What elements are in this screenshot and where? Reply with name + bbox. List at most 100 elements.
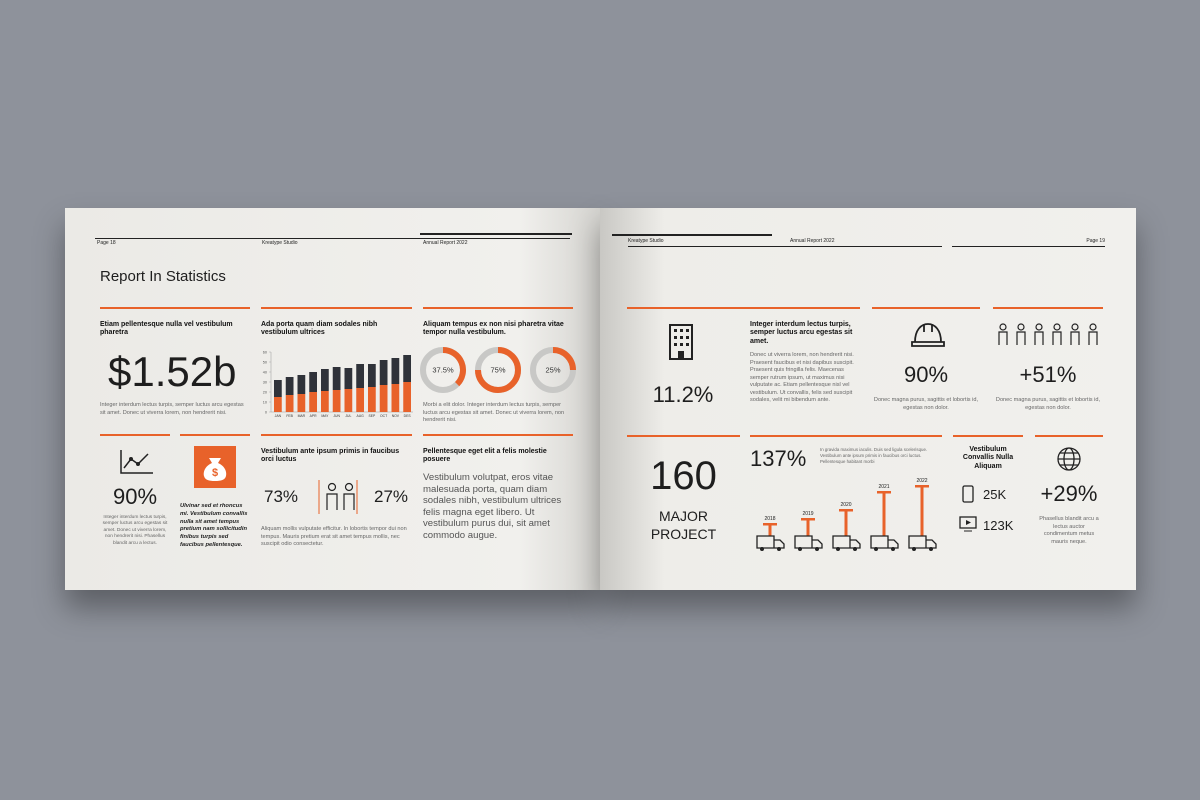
- figure: 27%: [374, 487, 409, 506]
- left-page: [65, 208, 600, 590]
- wheel: [891, 547, 895, 551]
- t-bar: [920, 485, 924, 536]
- x-tick-label: FEB: [286, 414, 293, 418]
- header-rule: [420, 233, 572, 235]
- donut-label: 37.5%: [432, 366, 454, 375]
- heading: Vestibulum Convallis Nulla Aliquam: [962, 446, 1014, 470]
- globe-icon: [1057, 447, 1081, 471]
- brand: Kreatype Studio: [628, 238, 664, 244]
- label: MAJOR: [659, 508, 708, 524]
- bar: [344, 368, 353, 389]
- people-row-icon: [998, 323, 1098, 345]
- header-rule: [952, 246, 1105, 247]
- bar: [309, 372, 318, 392]
- donut-label: 25%: [545, 366, 560, 375]
- heading: Pellentesque eget elit a felis molestie …: [423, 448, 547, 464]
- page-number: Page 18: [97, 240, 116, 246]
- rule: [953, 435, 1023, 437]
- heading: Integer interdum lectus turpis, semper l…: [750, 321, 853, 345]
- year-label: 2019: [802, 511, 813, 517]
- truck: [908, 535, 937, 549]
- truck: [870, 535, 899, 549]
- donut-arc: [475, 347, 521, 393]
- body: Morbi a elit dolor. Integer interdum lec…: [423, 402, 565, 424]
- year-label: 2018: [764, 516, 775, 522]
- rule: [627, 307, 860, 309]
- helmet-icon: [911, 323, 945, 347]
- donut-arc: [442, 347, 466, 387]
- header-rule: [628, 246, 942, 247]
- rule: [750, 435, 942, 437]
- bar: [356, 364, 365, 388]
- heading: Etiam pellentesque nulla vel vestibulum …: [100, 321, 233, 337]
- body: Vestibulum volutpat, eros vitae malesuad…: [423, 472, 562, 541]
- t-bar: [768, 523, 772, 536]
- x-tick-label: DES: [404, 414, 412, 418]
- t-bar: [844, 509, 848, 536]
- bar: [273, 380, 282, 397]
- bar: [356, 388, 365, 412]
- x-tick-label: MAR: [298, 414, 306, 418]
- page-title: Report In Statistics: [100, 268, 226, 285]
- figure: 90%: [903, 362, 949, 387]
- wheel: [815, 547, 819, 551]
- bar: [403, 382, 412, 412]
- year-label: 2020: [840, 502, 851, 508]
- figure: 90%: [112, 484, 158, 509]
- wheel: [777, 547, 781, 551]
- donut-chart: 37.5% 75% 25%: [420, 347, 576, 393]
- rule: [423, 307, 573, 309]
- figure: 160: [650, 454, 717, 498]
- bar: [379, 360, 388, 385]
- x-tick-label: JUN: [333, 414, 340, 418]
- x-tick-label: AUG: [356, 414, 364, 418]
- y-tick-label: 30: [263, 380, 267, 384]
- building-icon: [669, 324, 693, 360]
- wheel: [929, 547, 933, 551]
- brand: Kreatype Studio: [262, 240, 298, 246]
- truck-chart: 2018 2019 2020 2021 2022: [756, 478, 937, 551]
- bar: [391, 384, 400, 412]
- body: Integer interdum lectus turpis, semper l…: [100, 402, 244, 416]
- figure: $1.52b: [108, 348, 237, 395]
- label: PROJECT: [650, 526, 717, 542]
- rule: [180, 434, 250, 436]
- bar: [344, 389, 353, 412]
- y-tick-label: 50: [263, 360, 267, 364]
- stat: 25K: [983, 487, 1007, 502]
- header-rule: [95, 238, 570, 239]
- page-number: Page 19: [1086, 238, 1105, 244]
- rule: [872, 307, 980, 309]
- rule: [1035, 435, 1103, 437]
- x-tick-label: MAY: [321, 414, 329, 418]
- heading: Ada porta quam diam sodales nibh vestibu…: [261, 321, 378, 337]
- x-tick-label: APR: [310, 414, 318, 418]
- wheel: [874, 547, 878, 551]
- rule: [261, 434, 412, 436]
- t-bar: [882, 491, 886, 536]
- chart-icon: [120, 450, 153, 474]
- bar: [320, 369, 329, 391]
- figure: +51%: [1019, 362, 1077, 387]
- bar: [403, 355, 412, 382]
- x-tick-label: NOV: [392, 414, 400, 418]
- rule: [100, 434, 170, 436]
- bar: [297, 394, 306, 412]
- body: Donec magna purus, sagittis et lobortis …: [995, 397, 1101, 411]
- quote: Ulvinar sed et rhoncus mi. Vestibulum co…: [180, 503, 248, 549]
- bar: [379, 385, 388, 412]
- bar-chart: 0 10 20 30 40 50 60 JAN FEB MAR APR MAY JUN JUL AUG SEP…: [263, 350, 413, 418]
- truck: [756, 535, 785, 549]
- x-tick-label: SEP: [368, 414, 376, 418]
- bar: [285, 395, 294, 412]
- bar: [367, 364, 376, 387]
- bar: [367, 387, 376, 412]
- donut-label: 75%: [490, 366, 505, 375]
- people-icon: [318, 480, 358, 514]
- donut-arc: [552, 347, 576, 371]
- t-bar: [806, 518, 810, 536]
- t-cap: [801, 518, 815, 521]
- bar: [391, 358, 400, 384]
- y-tick-label: 40: [263, 370, 267, 374]
